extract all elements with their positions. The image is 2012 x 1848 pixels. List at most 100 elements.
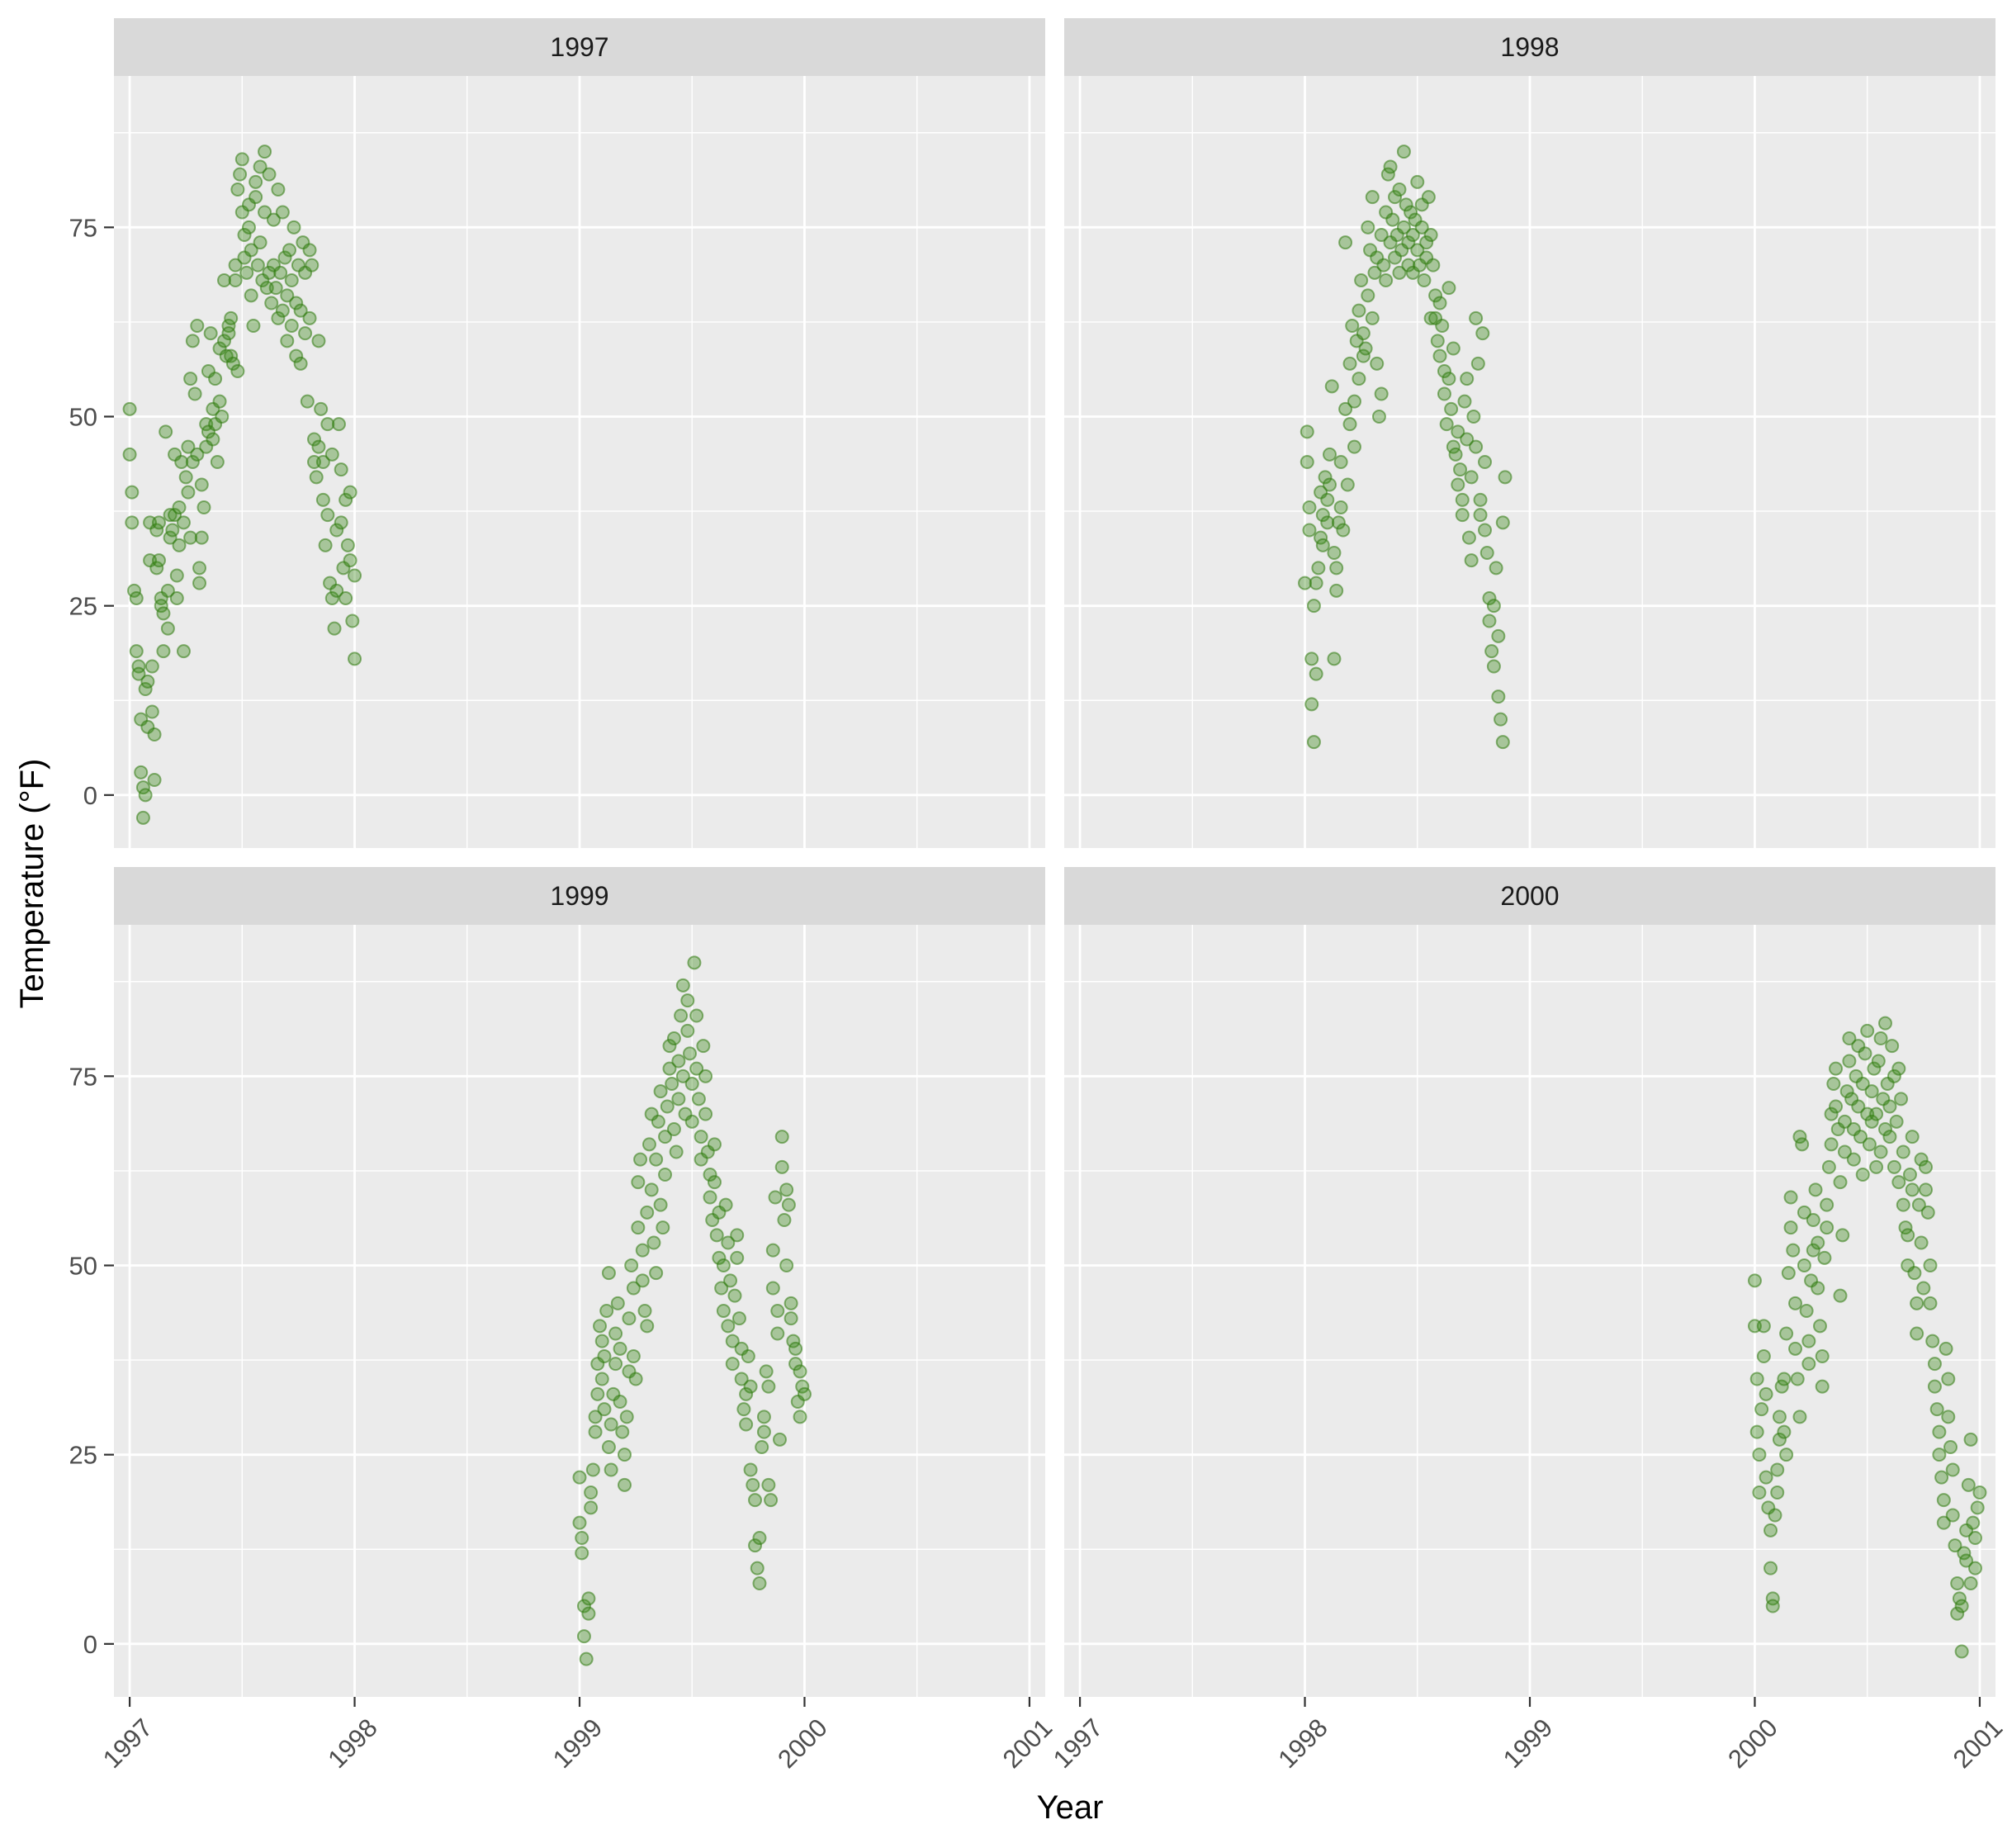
y-tick-label: 25 [69, 592, 97, 621]
data-point [320, 508, 335, 523]
data-point [674, 1008, 689, 1023]
data-point [156, 644, 171, 659]
data-point [781, 1197, 796, 1212]
data-point [687, 955, 702, 970]
data-point [662, 1039, 677, 1054]
data-point [1495, 735, 1510, 750]
data-point [1455, 492, 1470, 507]
data-point [230, 364, 245, 378]
data-point [122, 447, 137, 462]
data-point [327, 621, 342, 636]
data-point [241, 220, 256, 235]
data-point [585, 1462, 600, 1477]
data-point [1333, 455, 1348, 469]
data-point [212, 394, 227, 409]
data-point [340, 538, 355, 552]
data-point [1298, 576, 1313, 590]
data-point [665, 1077, 679, 1091]
data-point [1469, 439, 1484, 454]
data-point [1910, 1296, 1924, 1310]
data-point [660, 1099, 675, 1114]
data-point [651, 1114, 665, 1129]
data-point [348, 652, 362, 666]
data-point [1752, 1448, 1767, 1462]
data-point [125, 515, 140, 530]
data-point [1475, 326, 1490, 341]
data-point [1842, 1031, 1857, 1045]
data-point [572, 1470, 587, 1485]
data-point [168, 508, 182, 523]
data-point [1839, 1084, 1854, 1099]
y-tick-label: 0 [83, 1630, 97, 1659]
data-point [631, 1220, 646, 1235]
data-point [721, 1235, 736, 1250]
data-point [293, 303, 308, 318]
data-point [797, 1386, 812, 1401]
data-point [1902, 1168, 1917, 1182]
data-point [1862, 1137, 1877, 1152]
data-point [635, 1273, 650, 1288]
data-point [1396, 145, 1411, 159]
data-point [698, 1069, 713, 1083]
data-point [1320, 492, 1335, 507]
data-point [1448, 447, 1463, 462]
data-point [662, 1061, 677, 1076]
data-point [1302, 500, 1317, 514]
data-point [320, 417, 335, 432]
y-tick-label: 25 [69, 1441, 97, 1470]
data-point [206, 432, 220, 447]
data-point [1786, 1243, 1801, 1258]
data-point [262, 265, 277, 280]
data-point [743, 1379, 758, 1394]
data-point [1788, 1341, 1803, 1356]
data-point [249, 174, 263, 189]
data-point [1404, 205, 1418, 220]
data-point [628, 1372, 643, 1386]
data-point [293, 356, 308, 371]
data-point [268, 281, 283, 296]
data-point [178, 470, 193, 485]
data-point [1747, 1273, 1762, 1288]
data-point [125, 485, 140, 500]
data-point [329, 523, 344, 538]
data-point [215, 410, 230, 424]
data-point [617, 1448, 632, 1462]
data-point [725, 1334, 740, 1348]
data-point [282, 243, 297, 258]
data-point [768, 1190, 783, 1205]
data-point [1808, 1182, 1823, 1197]
data-point [1972, 1486, 1987, 1500]
data-point [324, 591, 339, 605]
data-point [675, 1069, 690, 1083]
data-point [1770, 1486, 1785, 1500]
data-point [1797, 1205, 1811, 1220]
data-point [1820, 1220, 1834, 1235]
data-point [613, 1341, 627, 1356]
data-point [1323, 447, 1337, 462]
data-point [1423, 228, 1438, 242]
data-point [748, 1493, 763, 1508]
data-point [613, 1395, 627, 1409]
data-point [1855, 1168, 1870, 1182]
data-point [329, 583, 344, 598]
data-point [1768, 1508, 1782, 1523]
data-point [1444, 401, 1459, 416]
data-point [588, 1410, 603, 1424]
data-point [669, 1144, 684, 1159]
data-point [1833, 1175, 1848, 1190]
data-point [1320, 515, 1335, 530]
facet-strip [114, 867, 1045, 925]
data-point [1451, 477, 1465, 492]
data-point [228, 273, 243, 287]
data-point [1300, 424, 1314, 439]
data-point [707, 1175, 722, 1190]
data-point [640, 1319, 655, 1334]
y-axis-title: Temperature (°F) [14, 759, 50, 1009]
data-point [619, 1410, 634, 1424]
data-point [703, 1168, 717, 1182]
data-point [289, 348, 304, 363]
data-point [1451, 424, 1465, 439]
data-point [774, 1159, 789, 1174]
data-point [1945, 1508, 1960, 1523]
data-point [1871, 1054, 1886, 1069]
